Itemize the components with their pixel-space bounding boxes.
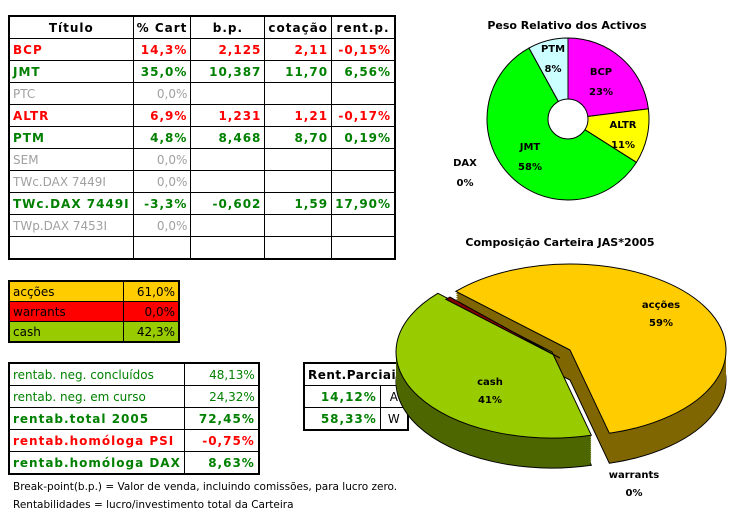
note-break-point: Break-point(b.p.) = Valor de venda, incl…	[13, 481, 398, 493]
cell-bp	[190, 236, 266, 260]
table-row: SEM 0,0%	[8, 148, 396, 171]
pie3d-label-name: acções	[642, 300, 680, 311]
doughnut-hole	[547, 98, 589, 140]
returns-value: -0,75%	[183, 429, 260, 452]
pie-label-value: 8%	[545, 64, 562, 75]
returns-label: rentab.total 2005	[8, 407, 185, 430]
allocation-row: acções 61,0%	[8, 280, 180, 302]
allocation-label: warrants	[8, 301, 124, 322]
pie-label-value: 0%	[457, 178, 474, 189]
pie-label-name: DAX	[453, 158, 477, 169]
returns-value: 24,32%	[183, 385, 260, 408]
cell-cart: 0,0%	[132, 170, 192, 193]
returns-table: rentab. neg. concluídos 48,13% rentab. neg…	[8, 362, 260, 475]
allocation-label: acções	[8, 280, 124, 302]
allocation-value: 0,0%	[123, 301, 180, 322]
cell-cart: 0,0%	[132, 214, 192, 237]
cell-titulo: JMT	[8, 60, 134, 83]
allocation-value: 61,0%	[123, 280, 180, 302]
table-row: TWp.DAX 7453I 0,0%	[8, 214, 396, 237]
pie-slice-bcp	[567, 37, 649, 120]
returns-label: rentab.homóloga PSI	[8, 429, 185, 452]
cell-bp: 1,231	[190, 104, 266, 127]
partial-returns-table: Rent.Parciais 14,12% A 58,33% W	[303, 362, 409, 431]
column-header: % Cart	[132, 15, 192, 39]
cell-rent: 6,56%	[331, 60, 396, 83]
returns-row: rentab.homóloga DAX 8,63%	[8, 451, 260, 475]
allocation-table: acções 61,0% warrants 0,0% cash 42,3%	[8, 280, 180, 343]
returns-row: rentab. neg. concluídos 48,13%	[8, 362, 260, 386]
cell-titulo: TWp.DAX 7453I	[8, 214, 134, 237]
returns-row: rentab. neg. em curso 24,32%	[8, 385, 260, 408]
partial-value: 58,33%	[303, 407, 381, 431]
pie-label-name: BCP	[590, 67, 612, 78]
pie-label-value: 58%	[518, 162, 542, 173]
returns-value: 8,63%	[183, 451, 260, 475]
table-row: ALTR 6,9% 1,231 1,21 -0,17%	[8, 104, 396, 127]
table-row: JMT 35,0% 10,387 11,70 6,56%	[8, 60, 396, 83]
table-header-row: Título% Cart b.p. cotação rent.p.	[8, 15, 396, 39]
partial-code: W	[379, 407, 409, 431]
column-header: rent.p.	[331, 15, 396, 39]
table-row: TWc.DAX 7449I -3,3% -0,602 1,59 17,90%	[8, 192, 396, 215]
cell-bp: 10,387	[190, 60, 266, 83]
pie-label-name: ALTR	[610, 120, 637, 131]
allocation-row: cash 42,3%	[8, 321, 180, 343]
cell-rent: -0,17%	[331, 104, 396, 127]
table-row	[8, 236, 396, 260]
cell-bp	[190, 214, 266, 237]
returns-label: rentab.homóloga DAX	[8, 451, 185, 475]
cell-rent: -0,15%	[331, 38, 396, 61]
pie-label-name: JMT	[519, 142, 541, 153]
returns-row: rentab.homóloga PSI -0,75%	[8, 429, 260, 452]
column-header: b.p.	[190, 15, 266, 39]
cell-rent	[331, 236, 396, 260]
pie3d-label-value: 59%	[649, 318, 673, 329]
allocation-label: cash	[8, 321, 124, 343]
cell-titulo: TWc.DAX 7449I	[8, 170, 134, 193]
cell-rent	[331, 214, 396, 237]
cell-titulo	[8, 236, 134, 260]
pie3d-label-name: cash	[477, 377, 503, 388]
note-returns: Rentabilidades = lucro/investimento tota…	[13, 499, 294, 511]
cell-cot: 11,70	[264, 60, 333, 83]
allocation-row: warrants 0,0%	[8, 301, 180, 322]
pie3d-label-value: 41%	[478, 395, 502, 406]
cell-cot: 8,70	[264, 126, 333, 149]
table-row: BCP 14,3% 2,125 2,11 -0,15%	[8, 38, 396, 61]
chart-title: Peso Relativo dos Activos	[487, 19, 647, 32]
allocation-value: 42,3%	[123, 321, 180, 343]
pie3d-slice-acções	[454, 263, 727, 434]
pie-label-name: PTM	[541, 44, 565, 55]
partial-title: Rent.Parciais	[303, 362, 409, 386]
returns-row: rentab.total 2005 72,45%	[8, 407, 260, 430]
pie3d-slice-cash	[395, 292, 593, 439]
portfolio-table: Título% Cart b.p. cotação rent.p. BCP 14,3% 2,…	[8, 15, 397, 260]
partial-value: 14,12%	[303, 385, 381, 408]
chart-title: Composição Carteira JAS*2005	[465, 236, 654, 249]
pie-slice-ptm	[528, 37, 569, 120]
cell-cart: -3,3%	[132, 192, 192, 215]
pie3d-label-name: warrants	[609, 470, 659, 481]
pie3d-label-value: 0%	[626, 488, 643, 499]
returns-value: 72,45%	[183, 407, 260, 430]
returns-label: rentab. neg. em curso	[8, 385, 185, 408]
pie-label-value: 23%	[589, 87, 613, 98]
returns-label: rentab. neg. concluídos	[8, 362, 185, 386]
pie3d-slice-warrants	[444, 296, 561, 359]
pie-label-value: 11%	[611, 140, 635, 151]
